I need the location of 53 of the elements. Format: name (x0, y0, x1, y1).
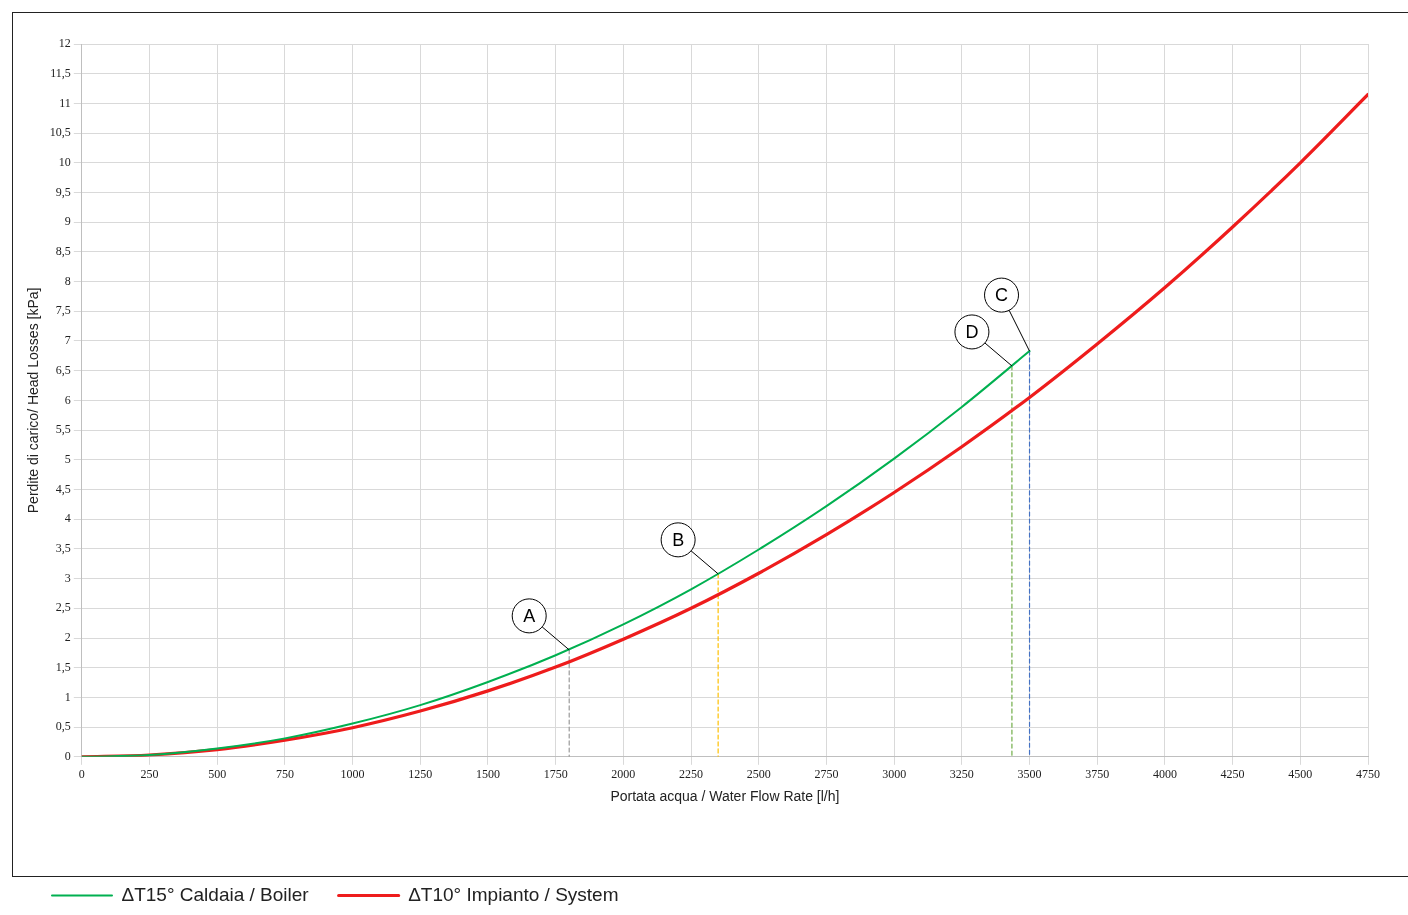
x-tick-label: 2750 (814, 767, 839, 782)
x-tick-label: 0 (78, 767, 85, 782)
x-tick-label: 1750 (543, 767, 568, 782)
y-tick-label: 11 (59, 95, 71, 110)
x-tick-label: 2500 (746, 767, 771, 782)
x-tick-label: 3500 (1017, 767, 1042, 782)
annotation: D (965, 321, 979, 342)
x-axis-title: Portata acqua / Water Flow Rate [l/h] (610, 788, 840, 805)
y-tick-label: 11,5 (50, 65, 71, 80)
y-tick-label: 5 (64, 451, 71, 466)
y-tick-label: 6,5 (55, 362, 71, 377)
annotation: A (523, 605, 536, 626)
annotation: C (995, 285, 1009, 306)
y-tick-label: 3,5 (55, 541, 71, 556)
y-tick-label: 9,5 (55, 184, 71, 199)
y-tick-label: 4 (64, 511, 71, 526)
x-tick-label: 2250 (679, 767, 704, 782)
x-tick-label: 4500 (1288, 767, 1313, 782)
y-tick-label: 6 (64, 392, 71, 407)
y-tick-label: 4,5 (55, 481, 71, 496)
y-tick-label: 0,5 (55, 719, 71, 734)
x-tick-label: 3250 (949, 767, 974, 782)
x-tick-label: 250 (140, 767, 159, 782)
y-tick-label: 7,5 (55, 303, 71, 318)
x-tick-label: 4250 (1220, 767, 1245, 782)
x-tick-label: 500 (208, 767, 227, 782)
y-tick-label: 10 (58, 154, 71, 169)
x-tick-label: 3000 (882, 767, 907, 782)
x-tick-label: 2000 (611, 767, 636, 782)
y-tick-label: 3 (64, 570, 71, 585)
x-tick-label: 750 (275, 767, 294, 782)
y-tick-label: 8 (64, 273, 71, 288)
y-tick-label: 1,5 (55, 659, 71, 674)
y-tick-label: 5,5 (55, 422, 71, 437)
y-tick-label: 0 (64, 748, 71, 763)
legend-label: ΔT15° Caldaia / Boiler (121, 883, 310, 905)
x-tick-label: 4000 (1152, 767, 1177, 782)
annotation: B (672, 529, 685, 550)
x-tick-label: 1250 (408, 767, 433, 782)
y-tick-label: 7 (64, 333, 71, 348)
y-axis-title: Perdite di carico/ Head Losses [kPa] (25, 287, 42, 514)
y-tick-label: 8,5 (55, 244, 71, 259)
y-tick-label: 1 (64, 689, 71, 704)
y-tick-label: 2,5 (55, 600, 71, 615)
y-tick-label: 9 (64, 214, 71, 229)
y-tick-label: 10,5 (49, 125, 71, 140)
x-tick-label: 1500 (475, 767, 500, 782)
x-tick-label: 4750 (1356, 767, 1380, 782)
legend-label: ΔT10° Impianto / System (408, 883, 619, 905)
x-tick-label: 1000 (340, 767, 365, 782)
x-tick-label: 3750 (1085, 767, 1110, 782)
y-tick-label: 2 (64, 630, 71, 645)
y-tick-label: 12 (58, 36, 71, 51)
